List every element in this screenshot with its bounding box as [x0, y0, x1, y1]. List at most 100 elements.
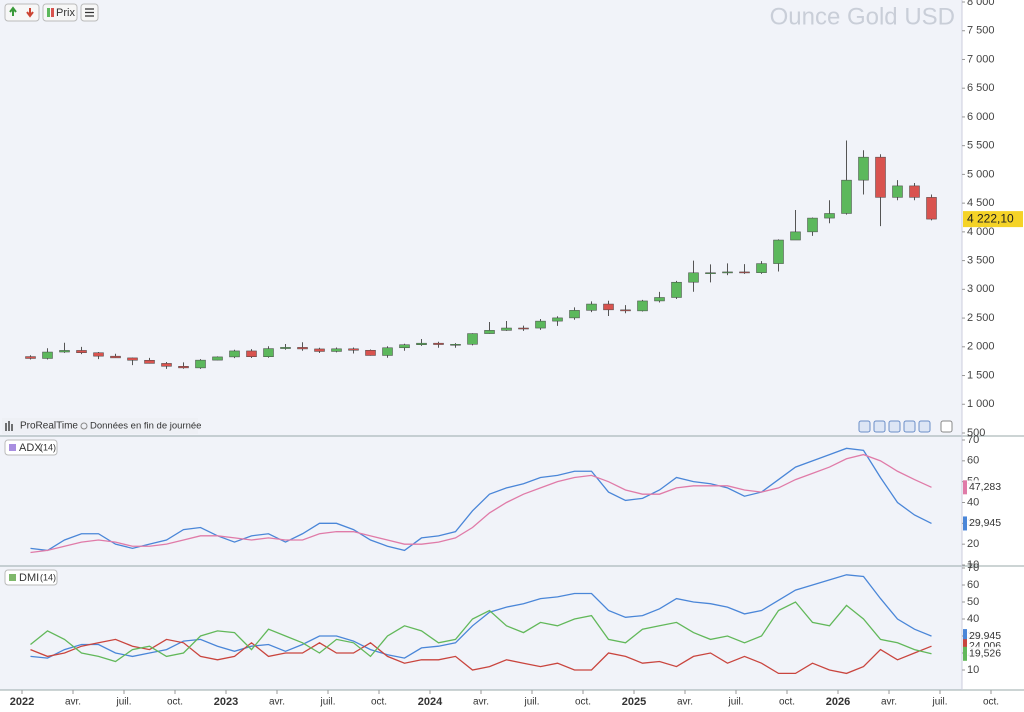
brand-icon — [5, 421, 13, 431]
value-label-box — [963, 639, 967, 654]
y-tick-label: 10 — [967, 664, 979, 676]
candle-body — [620, 309, 631, 312]
candle-body — [722, 271, 733, 274]
candle-body — [416, 342, 427, 345]
pane-subtitle: (14) — [40, 572, 56, 582]
legend-box — [4, 569, 58, 586]
y-tick-label: 3 500 — [967, 255, 995, 267]
y-tick-label: 1 000 — [967, 398, 995, 410]
toolbar: Prix — [4, 3, 99, 22]
candle-body — [399, 344, 410, 349]
x-tick-label: oct. — [983, 697, 999, 708]
x-tick-label: juil. — [115, 697, 131, 708]
y-tick-label: 6 000 — [967, 111, 995, 123]
source-background — [2, 418, 198, 434]
x-tick-label: 2023 — [214, 696, 238, 708]
candle-body — [144, 359, 155, 364]
pane-subtitle: (14) — [40, 442, 56, 452]
source-note: Données en fin de journée — [90, 421, 201, 432]
y-tick-label: 40 — [967, 613, 979, 625]
price-icon — [51, 8, 54, 17]
candle-body — [586, 303, 597, 311]
candle-body — [212, 356, 223, 361]
tool-button[interactable] — [903, 420, 916, 433]
value-label: 29,945 — [969, 517, 1001, 529]
pane-title: ADX — [19, 442, 42, 454]
candle-body — [331, 348, 342, 352]
legend-icon — [9, 444, 16, 451]
down-icon — [26, 8, 34, 18]
candle-body — [875, 156, 886, 198]
indicator-line — [30, 453, 932, 554]
x-tick-label: 2022 — [10, 696, 34, 708]
value-label-box — [963, 629, 967, 644]
candle-body — [858, 156, 869, 181]
candle-body — [314, 348, 325, 352]
tool-button[interactable] — [858, 420, 871, 433]
tool-button[interactable] — [918, 420, 931, 433]
tool-button[interactable] — [888, 420, 901, 433]
candle-body — [654, 297, 665, 302]
x-tick-label: 2024 — [418, 696, 443, 708]
candle-body — [739, 271, 750, 274]
brand: ProRealTime — [20, 421, 78, 432]
candle-body — [807, 217, 818, 233]
menu-icon — [85, 8, 94, 17]
x-tick-label: avr. — [677, 697, 693, 708]
value-label-box — [963, 480, 967, 495]
candle-body — [382, 347, 393, 356]
candle-body — [93, 352, 104, 357]
x-tick-label: juil. — [319, 697, 335, 708]
y-tick-label: 2 000 — [967, 341, 995, 353]
x-tick-label: oct. — [371, 697, 387, 708]
candle-body — [450, 344, 461, 346]
y-tick-label: 500 — [967, 427, 985, 439]
candle-body — [603, 303, 614, 311]
candle-body — [501, 327, 512, 331]
x-tick-label: oct. — [779, 697, 795, 708]
value-label-bg — [967, 480, 1003, 495]
candle-body — [229, 350, 240, 358]
last-price-box — [963, 211, 1023, 228]
tool-button[interactable] — [873, 420, 886, 433]
x-tick-label: oct. — [575, 697, 591, 708]
value-label-box — [963, 646, 967, 661]
value-label-bg — [967, 516, 1003, 531]
chart-title: Ounce Gold USD — [770, 3, 955, 30]
value-label: 19,526 — [969, 648, 1001, 660]
indicator-line — [30, 638, 932, 675]
value-label: 29,945 — [969, 630, 1001, 642]
y-tick-label: 70 — [967, 562, 979, 574]
candle-body — [76, 350, 87, 353]
candle-body — [365, 349, 376, 356]
candle-body — [705, 272, 716, 274]
last-price-label: 4 222,10 — [967, 211, 1014, 225]
legend-icon — [9, 574, 16, 581]
candle-body — [756, 263, 767, 273]
indicator-line — [30, 447, 932, 552]
x-tick-label: 2025 — [622, 696, 646, 708]
candle-body — [637, 300, 648, 312]
y-tick-label: 7 500 — [967, 25, 995, 37]
info-button[interactable] — [940, 420, 953, 433]
x-tick-label: avr. — [269, 697, 285, 708]
y-tick-label: 4 500 — [967, 197, 995, 209]
value-label: 47,283 — [969, 481, 1001, 493]
x-tick-label: oct. — [167, 697, 183, 708]
up-icon — [9, 6, 17, 16]
price-button-label: Prix — [56, 7, 75, 19]
x-tick-label: 2026 — [826, 696, 850, 708]
candle-body — [178, 366, 189, 369]
candle-body — [263, 348, 274, 357]
indicator-line — [30, 601, 932, 663]
up-down-button[interactable] — [4, 3, 40, 22]
candle-body — [161, 363, 172, 367]
x-tick-label: avr. — [473, 697, 489, 708]
candle-body — [297, 347, 308, 350]
plot-background — [0, 0, 962, 690]
adx-legend: ADX (14) — [4, 439, 58, 456]
y-tick-label: 4 000 — [967, 226, 995, 238]
candle-body — [841, 179, 852, 214]
y-tick-label: 1 500 — [967, 369, 995, 381]
